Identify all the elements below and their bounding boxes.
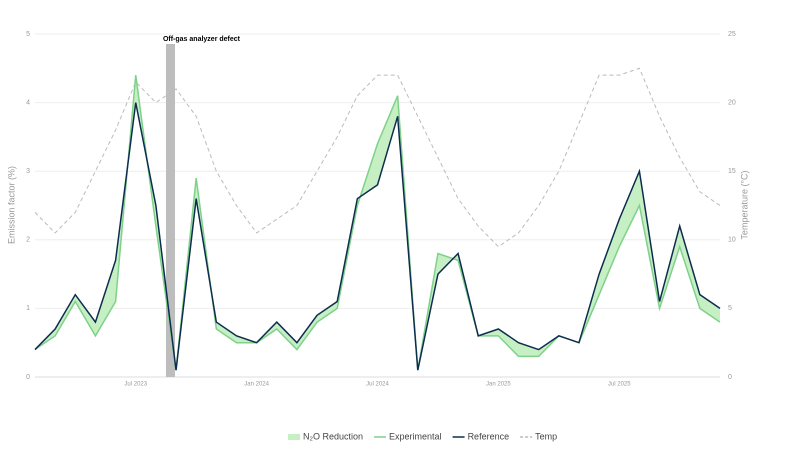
y2-tick-label: 25: [728, 31, 736, 38]
x-tick-label: Jan 2024: [244, 382, 269, 388]
x-tick-label: Jul 2023: [124, 382, 147, 388]
y2-tick-label: 5: [728, 305, 732, 312]
y-tick-label: 2: [26, 237, 30, 244]
legend: N₂O Reduction Experimental Reference Temp: [288, 431, 557, 441]
y2-tick-label: 0: [728, 374, 732, 381]
y2-axis-label: Temperature (°C): [739, 170, 749, 239]
legend-label: N₂O Reduction: [303, 431, 363, 441]
x-tick-label: Jul 2024: [366, 382, 389, 388]
annotation-band: [165, 44, 176, 377]
y-tick-label: 4: [26, 99, 30, 106]
y2-tick-label: 20: [728, 99, 736, 106]
x-tick-label: Jul 2025: [608, 382, 631, 388]
legend-label: Experimental: [389, 431, 442, 441]
y-tick-label: 0: [26, 374, 30, 381]
y-tick-label: 1: [26, 305, 30, 312]
y-tick-label: 3: [26, 168, 30, 175]
legend-swatch: [288, 434, 300, 440]
series-line: [34, 67, 721, 248]
y2-tick-label: 15: [728, 168, 736, 175]
series-line: [34, 75, 721, 371]
y-axis-label: Emission factor (%): [6, 166, 16, 244]
series-line: [34, 102, 721, 371]
annotation-text: Off-gas analyzer defect: [163, 36, 241, 43]
y2-tick-label: 10: [728, 237, 736, 244]
y-tick-label: 5: [26, 31, 30, 38]
legend-label: Reference: [468, 431, 510, 441]
x-tick-label: Jan 2025: [486, 382, 511, 388]
legend-label: Temp: [535, 431, 557, 441]
